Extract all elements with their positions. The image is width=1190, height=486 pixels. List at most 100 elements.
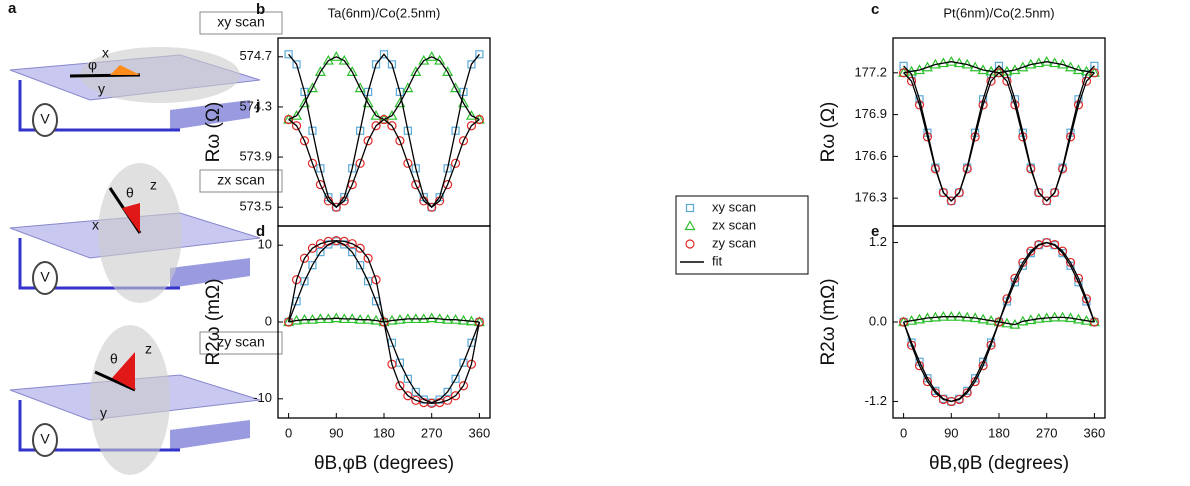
marker: [291, 121, 302, 131]
marker: [387, 121, 397, 131]
panel-letter: e: [871, 223, 879, 240]
axis-label: z: [150, 177, 157, 193]
wire: [18, 80, 180, 132]
marker: [330, 51, 342, 61]
marker: [458, 136, 469, 146]
marker: [465, 109, 477, 120]
marker: [443, 164, 452, 173]
panel-letter: a: [8, 0, 17, 17]
marker: [994, 68, 1004, 78]
marker: [1057, 246, 1068, 256]
marker: [307, 243, 318, 253]
device-pad: [170, 258, 250, 288]
scan-plane: [90, 325, 170, 475]
panel-letter: d: [256, 223, 265, 240]
marker: [284, 50, 293, 59]
x-tick-label: 90: [944, 425, 958, 440]
marker: [331, 202, 341, 212]
fit-line: [903, 64, 1095, 202]
x-axis-label: θB,φB (degrees): [314, 453, 454, 474]
marker: [402, 82, 414, 93]
current-label: j: [255, 97, 260, 113]
angle-label: θ: [110, 351, 118, 367]
x-tick-label: 0: [285, 425, 292, 440]
marker: [1089, 68, 1100, 78]
marker: [370, 109, 382, 120]
x-tick-label: 0: [900, 425, 907, 440]
fit-line: [902, 241, 1096, 403]
y-tick-label: 176.6: [854, 148, 887, 163]
marker: [426, 51, 438, 61]
marker: [356, 261, 365, 270]
marker: [1002, 76, 1012, 86]
marker: [946, 196, 956, 206]
voltmeter-label: V: [40, 431, 50, 447]
y-tick-label: 176.3: [854, 190, 887, 205]
y-tick-label: 573.9: [239, 149, 272, 164]
y-axis-label: Rω (Ω): [203, 102, 224, 163]
marker: [364, 277, 373, 286]
marker: [1050, 187, 1060, 198]
marker: [308, 261, 317, 270]
marker: [1081, 76, 1092, 86]
angle-wedge: [112, 352, 135, 390]
legend-marker: [684, 220, 696, 231]
legend-label: xy scan: [712, 199, 756, 214]
fit-line: [288, 56, 480, 121]
marker: [443, 387, 452, 396]
angle-wedge: [110, 65, 140, 75]
marker: [930, 388, 941, 398]
marker: [427, 202, 437, 212]
scan-label: zy scan: [217, 334, 264, 350]
device-pad: [170, 420, 250, 450]
marker: [379, 50, 389, 59]
marker: [316, 164, 325, 173]
field-arrow: [69, 73, 141, 78]
marker: [299, 253, 310, 263]
y-axis-label: R2ω (mΩ): [203, 278, 224, 365]
chart-title: Ta(6nm)/Co(2.5nm): [328, 5, 441, 20]
axis-label: z: [145, 341, 152, 357]
marker: [898, 68, 909, 78]
marker: [467, 60, 476, 69]
legend-label: zy scan: [712, 235, 756, 250]
fit-line: [288, 118, 480, 209]
marker: [442, 66, 454, 76]
voltmeter: [32, 423, 58, 457]
marker: [354, 82, 366, 93]
fit-line: [288, 53, 480, 209]
marker: [1041, 55, 1053, 66]
x-tick-label: 90: [329, 425, 343, 440]
marker: [379, 114, 389, 125]
marker: [403, 158, 413, 168]
y-tick-label: 574.3: [239, 98, 272, 113]
marker: [363, 136, 373, 146]
x-tick-label: 180: [988, 425, 1010, 440]
panel-letter: c: [871, 1, 879, 18]
marker: [475, 50, 484, 59]
marker: [299, 136, 310, 146]
marker: [307, 158, 318, 168]
y-tick-label: 0: [265, 313, 272, 328]
marker: [954, 187, 964, 198]
y-axis-label: R2ω (mΩ): [818, 278, 839, 365]
marker: [348, 248, 357, 257]
marker: [986, 76, 996, 86]
scan-schematic: zx scan V z x θ: [9, 163, 283, 303]
marker: [371, 275, 381, 285]
y-tick-label: 0.0: [869, 313, 887, 328]
y-tick-label: 573.5: [239, 199, 272, 214]
marker: [474, 114, 484, 125]
axis-label: y: [98, 81, 105, 97]
voltmeter: [32, 103, 58, 137]
plot-frame: [277, 37, 491, 227]
scan-label-box: [199, 331, 283, 355]
marker: [466, 121, 477, 131]
marker: [403, 391, 413, 401]
marker: [450, 391, 461, 401]
diagram-panel: a xy scan V x y φ j zx scan V z x θ zy s…: [8, 0, 283, 475]
device-pad: [170, 100, 250, 130]
scan-label-box: [199, 169, 283, 193]
